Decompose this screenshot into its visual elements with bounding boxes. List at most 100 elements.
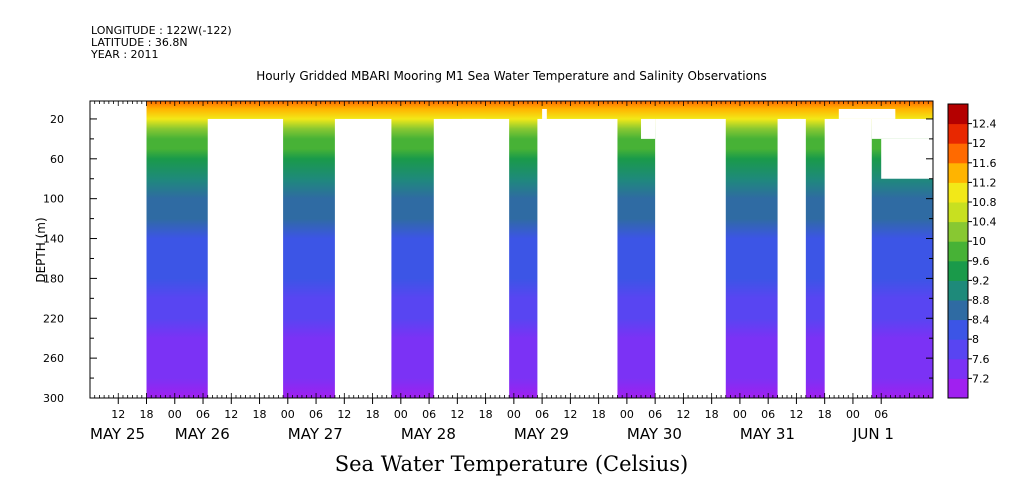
x-day-label: MAY 27 xyxy=(288,425,343,443)
y-tick-label: 60 xyxy=(50,153,64,166)
x-hour-label: 06 xyxy=(422,408,436,421)
colorbar-label: 9.2 xyxy=(972,274,990,287)
colorbar-band xyxy=(948,162,968,183)
chart-title: Hourly Gridded MBARI Mooring M1 Sea Wate… xyxy=(256,69,767,83)
x-axis: 12 18 00 06 12 18 00 06 12 18 00 06 12 18 00 06 12 18 00 06… xyxy=(89,101,934,443)
y-tick-label: 180 xyxy=(43,272,64,285)
x-hour-label: 06 xyxy=(196,408,210,421)
data-gap xyxy=(537,118,618,398)
colorbar-label: 9.6 xyxy=(972,255,990,268)
y-tick-label: 140 xyxy=(43,233,64,246)
colorbar-label: 8.4 xyxy=(972,314,990,327)
data-gap xyxy=(207,118,284,398)
x-day-label: MAY 26 xyxy=(175,425,230,443)
colorbar-label: 12.4 xyxy=(972,118,997,131)
x-hour-label: 06 xyxy=(761,408,775,421)
colorbar-band xyxy=(948,358,968,379)
colorbar-band xyxy=(948,182,968,203)
plot-frame xyxy=(89,100,934,399)
x-day-label: MAY 29 xyxy=(514,425,569,443)
x-hour-label: 00 xyxy=(394,408,408,421)
y-axis-label: DEPTH (m) xyxy=(34,217,48,282)
colorbar-band xyxy=(948,280,968,301)
x-hour-label: 12 xyxy=(450,408,464,421)
colorbar-label: 10.8 xyxy=(972,196,997,209)
data-gap xyxy=(791,118,802,139)
colorbar-band xyxy=(948,300,968,321)
x-day-label: JUN 1 xyxy=(852,425,894,443)
colorbar-label: 12 xyxy=(972,137,986,150)
colorbar: 7.2 7.6 8 8.4 8.8 9.2 9.6 10 10.4 10.8 11.2 11.6 12 1… xyxy=(947,103,997,399)
data-gap xyxy=(334,118,392,398)
plot-area xyxy=(89,100,934,399)
x-hour-label: 06 xyxy=(535,408,549,421)
x-hour-label: 12 xyxy=(224,408,238,421)
data-gap xyxy=(777,118,806,398)
x-day-label: MAY 25 xyxy=(90,425,145,443)
data-gap xyxy=(462,118,486,139)
x-hour-label: 00 xyxy=(281,408,295,421)
x-day-label: MAY 31 xyxy=(740,425,795,443)
data-gap xyxy=(838,108,896,119)
data-gap xyxy=(824,118,872,398)
y-tick-label: 20 xyxy=(50,113,64,126)
x-hour-label: 12 xyxy=(676,408,690,421)
latitude-label: LATITUDE : 36.8N xyxy=(91,36,188,49)
colorbar-label: 11.6 xyxy=(972,157,997,170)
y-tick-label: 100 xyxy=(43,193,64,206)
colorbar-band xyxy=(948,319,968,340)
x-hour-label: 18 xyxy=(366,408,380,421)
colorbar-band xyxy=(948,221,968,242)
colorbar-band xyxy=(948,260,968,281)
x-hour-label: 18 xyxy=(592,408,606,421)
longitude-label: LONGITUDE : 122W(-122) xyxy=(91,24,232,37)
chart-subtitle: Sea Water Temperature (Celsius) xyxy=(334,452,689,476)
data-gap xyxy=(641,118,656,139)
x-hour-label: 06 xyxy=(648,408,662,421)
x-hour-label: 18 xyxy=(818,408,832,421)
y-tick-label: 260 xyxy=(43,352,64,365)
colorbar-label: 10.4 xyxy=(972,216,997,229)
x-day-label: MAY 28 xyxy=(401,425,456,443)
y-tick-label: 300 xyxy=(43,392,64,405)
x-hour-label: 18 xyxy=(705,408,719,421)
colorbar-label: 10 xyxy=(972,235,986,248)
colorbar-label: 8.8 xyxy=(972,294,990,307)
x-hour-label: 00 xyxy=(846,408,860,421)
y-tick-label: 220 xyxy=(43,312,64,325)
x-hour-label: 00 xyxy=(733,408,747,421)
x-hour-label: 00 xyxy=(620,408,634,421)
x-hour-label: 18 xyxy=(479,408,493,421)
x-hour-label: 00 xyxy=(168,408,182,421)
colorbar-frame xyxy=(947,103,969,399)
x-hour-label: 00 xyxy=(507,408,521,421)
colorbar-label: 8 xyxy=(972,333,979,346)
data-gap xyxy=(871,118,933,139)
x-hour-label: 06 xyxy=(874,408,888,421)
x-hour-label: 12 xyxy=(563,408,577,421)
colorbar-band xyxy=(948,123,968,144)
colorbar-band xyxy=(948,378,968,399)
y-axis: 20 60 100 140 180 220 260 300 xyxy=(43,113,933,405)
data-gap xyxy=(90,101,147,398)
x-hour-label: 12 xyxy=(337,408,351,421)
data-gap xyxy=(881,138,933,179)
x-hour-label: 18 xyxy=(140,408,154,421)
colorbar-band xyxy=(948,104,968,125)
x-hour-label: 12 xyxy=(789,408,803,421)
colorbar-band xyxy=(948,241,968,262)
year-label: YEAR : 2011 xyxy=(91,48,159,61)
data-gap xyxy=(433,118,510,398)
colorbar-label: 11.2 xyxy=(972,176,997,189)
x-hour-label: 12 xyxy=(111,408,125,421)
colorbar-label: 7.6 xyxy=(972,353,990,366)
colorbar-band xyxy=(948,143,968,164)
x-day-label: MAY 30 xyxy=(627,425,682,443)
data-gap xyxy=(542,108,547,119)
x-hour-label: 18 xyxy=(253,408,267,421)
colorbar-band xyxy=(948,202,968,223)
x-hour-label: 06 xyxy=(309,408,323,421)
colorbar-band xyxy=(948,339,968,360)
data-gap xyxy=(655,118,726,398)
